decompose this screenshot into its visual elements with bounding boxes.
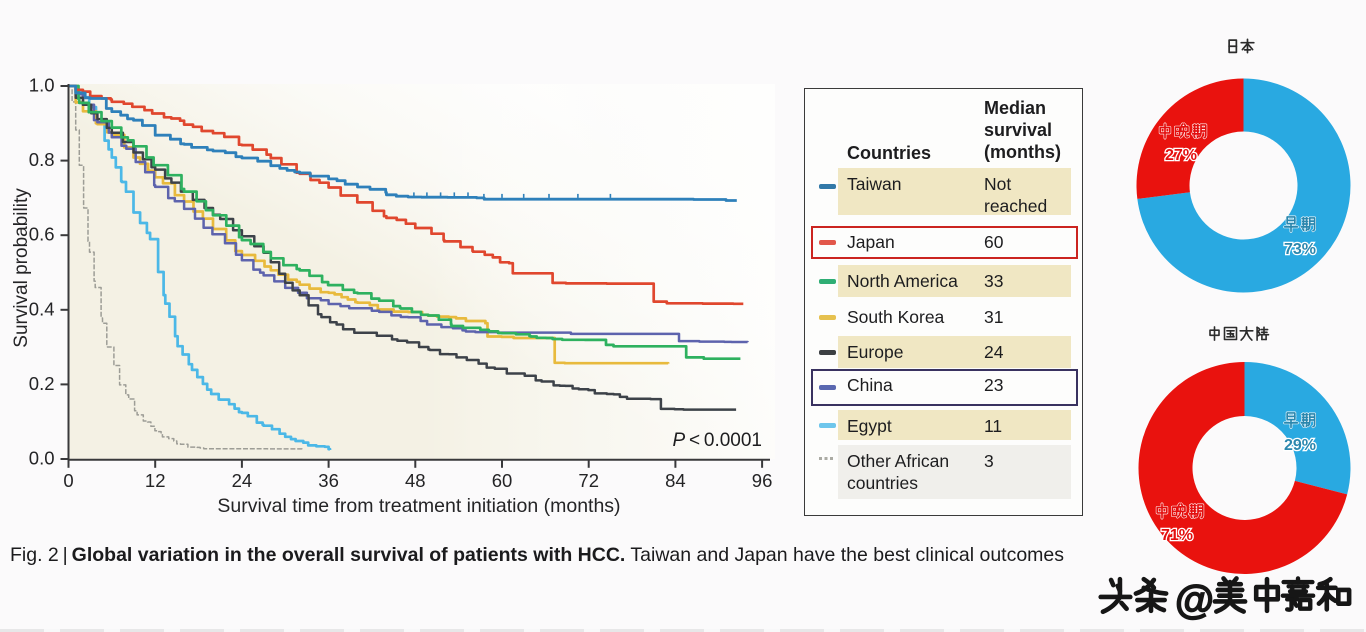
svg-text:P < 0.0001: P < 0.0001 <box>672 430 762 451</box>
svg-text:0: 0 <box>63 470 73 491</box>
svg-text:Survival probability: Survival probability <box>11 188 32 348</box>
svg-text:24: 24 <box>232 470 253 491</box>
svg-text:1.0: 1.0 <box>29 75 55 96</box>
svg-text:Survival time from treatment i: Survival time from treatment initiation … <box>217 495 620 517</box>
svg-text:0.2: 0.2 <box>29 373 55 394</box>
svg-text:96: 96 <box>752 470 773 491</box>
svg-text:0.8: 0.8 <box>29 149 55 170</box>
svg-text:0.6: 0.6 <box>29 224 55 245</box>
svg-text:48: 48 <box>405 470 426 491</box>
svg-text:@: @ <box>1175 578 1214 622</box>
svg-text:0.0: 0.0 <box>29 448 55 469</box>
svg-text:12: 12 <box>145 470 166 491</box>
svg-text:84: 84 <box>665 470 686 491</box>
svg-text:60: 60 <box>492 470 513 491</box>
svg-text:0.4: 0.4 <box>29 298 55 319</box>
svg-text:29%: 29% <box>1284 437 1316 454</box>
svg-text:73%: 73% <box>1284 241 1316 258</box>
svg-text:72: 72 <box>578 470 599 491</box>
svg-text:27%: 27% <box>1165 147 1197 164</box>
svg-text:36: 36 <box>318 470 339 491</box>
svg-text:71%: 71% <box>1161 527 1193 544</box>
